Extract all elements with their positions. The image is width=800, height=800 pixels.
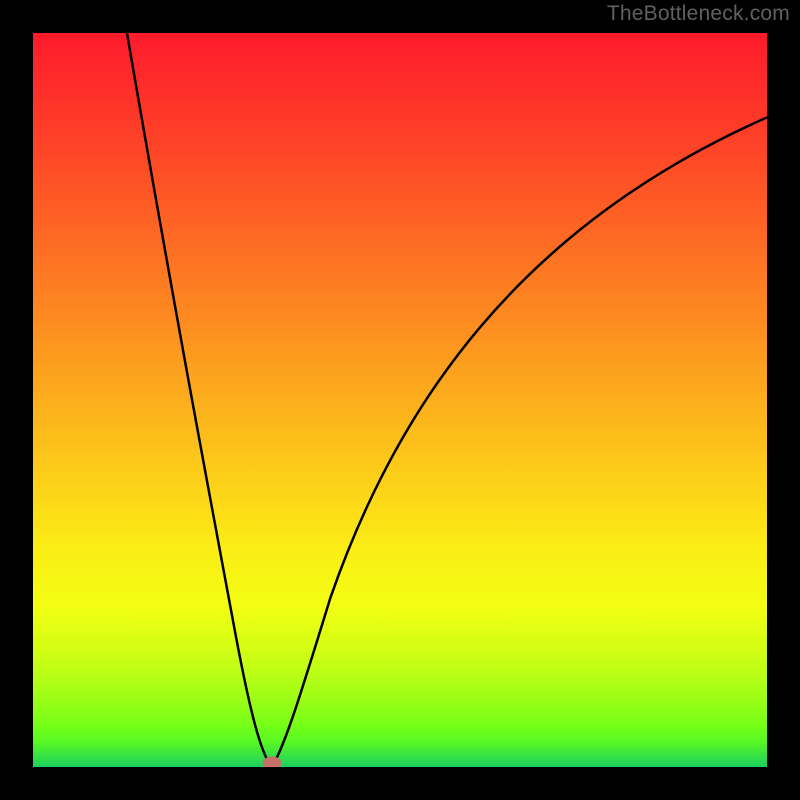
watermark-text: TheBottleneck.com bbox=[607, 2, 790, 26]
optimal-point-marker bbox=[262, 756, 281, 767]
plot-area bbox=[33, 33, 767, 767]
bottleneck-curve bbox=[33, 33, 767, 767]
